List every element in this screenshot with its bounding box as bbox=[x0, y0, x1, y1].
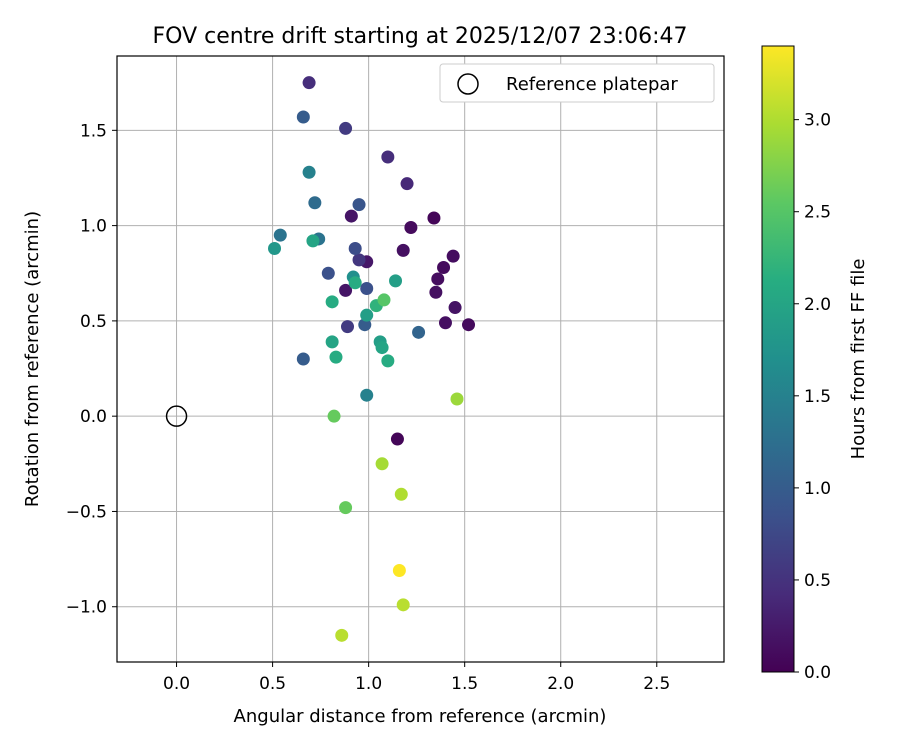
y-axis-label: Rotation from reference (arcmin) bbox=[22, 211, 43, 507]
x-tick-label: 1.5 bbox=[451, 674, 478, 694]
legend-marker-reference bbox=[457, 73, 479, 95]
scatter-point bbox=[273, 228, 287, 242]
scatter-point bbox=[268, 241, 282, 255]
scatter-point bbox=[344, 209, 358, 223]
colorbar: 0.0 0.5 1.0 1.5 2.0 2.5 3.0 Hours from first F… bbox=[761, 45, 869, 683]
scatter-point bbox=[390, 432, 404, 446]
scatter-point bbox=[352, 253, 366, 267]
data-points bbox=[268, 76, 476, 642]
scatter-point bbox=[339, 501, 353, 515]
chart-title: FOV centre drift starting at 2025/12/07 … bbox=[153, 24, 688, 49]
scatter-point bbox=[352, 198, 366, 212]
scatter-point bbox=[427, 211, 441, 225]
scatter-point bbox=[327, 409, 341, 423]
legend-box bbox=[439, 63, 715, 103]
colorbar-tick-label: 0.0 bbox=[804, 663, 831, 683]
scatter-point bbox=[339, 283, 353, 297]
scatter-point bbox=[375, 341, 389, 355]
scatter-point bbox=[341, 320, 355, 334]
colorbar-ticks: 0.0 0.5 1.0 1.5 2.0 2.5 3.0 bbox=[794, 111, 831, 683]
scatter-point bbox=[462, 318, 476, 332]
scatter-point bbox=[412, 325, 426, 339]
scatter-point bbox=[389, 274, 403, 288]
colorbar-tick-label: 2.5 bbox=[804, 203, 831, 223]
colorbar-label: Hours from first FF file bbox=[848, 259, 869, 460]
scatter-point bbox=[296, 110, 310, 124]
x-tick-label: 2.5 bbox=[643, 674, 670, 694]
y-tick-label: 0.5 bbox=[80, 312, 107, 332]
colorbar-tick-label: 2.0 bbox=[804, 295, 831, 315]
y-axis-ticks: −1.0 −0.5 0.0 0.5 1.0 1.5 bbox=[66, 121, 117, 618]
y-tick-label: 0.0 bbox=[80, 407, 107, 427]
scatter-point bbox=[360, 281, 374, 295]
scatter-point bbox=[360, 388, 374, 402]
scatter-point bbox=[404, 221, 418, 235]
y-tick-label: 1.0 bbox=[80, 217, 107, 237]
legend: Reference platepar bbox=[439, 63, 715, 103]
x-axis-label: Angular distance from reference (arcmin) bbox=[234, 706, 607, 727]
scatter-point bbox=[348, 276, 362, 290]
colorbar-tick-label: 0.5 bbox=[804, 571, 831, 591]
scatter-point bbox=[329, 350, 343, 364]
colorbar-tick-label: 1.5 bbox=[804, 387, 831, 407]
plot-frame bbox=[116, 55, 725, 663]
scatter-point bbox=[302, 76, 316, 90]
scatter-point bbox=[296, 352, 310, 366]
reference-point-layer bbox=[165, 405, 188, 427]
scatter-point bbox=[360, 308, 374, 322]
scatter-point bbox=[306, 234, 320, 248]
colorbar-tick-label: 3.0 bbox=[804, 111, 831, 131]
scatter-point bbox=[381, 354, 395, 368]
scatter-point bbox=[339, 121, 353, 135]
scatter-point bbox=[446, 249, 460, 263]
reference-platepar-marker bbox=[165, 405, 188, 427]
scatter-point bbox=[325, 295, 339, 309]
scatter-point bbox=[377, 293, 391, 307]
y-tick-label: −0.5 bbox=[66, 502, 107, 522]
scatter-point bbox=[302, 165, 316, 179]
scatter-point bbox=[450, 392, 464, 406]
scatter-point bbox=[394, 487, 408, 501]
scatter-point bbox=[400, 177, 414, 191]
x-axis-ticks: 0.0 0.5 1.0 1.5 2.0 2.5 bbox=[163, 662, 670, 694]
scatter-point bbox=[438, 316, 452, 330]
x-tick-label: 0.0 bbox=[163, 674, 190, 694]
scatter-point bbox=[437, 261, 451, 275]
y-tick-label: −1.0 bbox=[66, 598, 107, 618]
scatter-point bbox=[431, 272, 445, 286]
scatter-point bbox=[308, 196, 322, 210]
legend-label-reference: Reference platepar bbox=[506, 74, 678, 95]
scatter-point bbox=[381, 150, 395, 164]
scatter-point bbox=[335, 628, 349, 642]
scatter-point bbox=[348, 241, 362, 255]
scatter-point bbox=[325, 335, 339, 349]
scatter-point bbox=[321, 266, 335, 280]
grid-lines bbox=[117, 56, 724, 662]
x-tick-label: 1.0 bbox=[355, 674, 382, 694]
scatter-point bbox=[429, 285, 443, 299]
x-tick-label: 0.5 bbox=[259, 674, 286, 694]
plot-area bbox=[117, 56, 724, 662]
colorbar-tick-label: 1.0 bbox=[804, 479, 831, 499]
scatter-point bbox=[396, 243, 410, 257]
scatter-point bbox=[392, 564, 406, 578]
y-tick-label: 1.5 bbox=[80, 121, 107, 141]
x-tick-label: 2.0 bbox=[547, 674, 574, 694]
scatter-point bbox=[448, 301, 462, 315]
scatter-point bbox=[396, 598, 410, 612]
colorbar-gradient bbox=[761, 45, 795, 673]
scatter-point bbox=[375, 457, 389, 471]
